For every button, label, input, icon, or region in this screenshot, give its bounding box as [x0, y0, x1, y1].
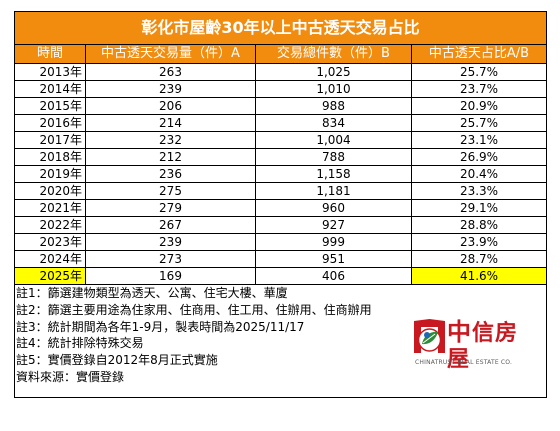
note-3: 註3：統計期間為各年1-9月，製表時間為2025/11/17: [16, 319, 305, 334]
logo-name: 中信房屋: [447, 317, 519, 373]
table-row: 2021年 279 960 29.1%: [14, 199, 548, 217]
ratio-cell: 25.7%: [410, 63, 548, 81]
year-cell: 2015年: [14, 97, 86, 115]
ratio-cell: 20.9%: [410, 97, 548, 115]
data-source: 資料來源：實價登錄: [16, 369, 125, 384]
total-b-cell: 788: [255, 148, 412, 166]
table-row: 2013年 263 1,025 25.7%: [14, 63, 548, 81]
year-cell: 2017年: [14, 131, 86, 149]
year-cell: 2019年: [14, 165, 86, 183]
ratio-cell: 28.8%: [410, 216, 548, 234]
table-row: 2023年 239 999 23.9%: [14, 233, 548, 251]
total-b-cell: 1,010: [255, 80, 412, 98]
year-cell: 2018年: [14, 148, 86, 166]
header-volume-a: 中古透天交易量（件）A: [85, 44, 256, 64]
volume-a-cell: 239: [85, 80, 256, 98]
ratio-cell: 26.9%: [410, 148, 548, 166]
volume-a-cell: 169: [85, 267, 256, 285]
data-sheet: 彰化市屋齡30年以上中古透天交易占比 時間 中古透天交易量（件）A 交易總件數（…: [13, 11, 548, 398]
table-row: 2015年 206 988 20.9%: [14, 97, 548, 115]
transaction-table: 彰化市屋齡30年以上中古透天交易占比 時間 中古透天交易量（件）A 交易總件數（…: [13, 11, 548, 285]
logo-subtitle: CHINATRUST REAL ESTATE CO.: [415, 359, 513, 366]
ratio-cell: 23.1%: [410, 131, 548, 149]
volume-a-cell: 273: [85, 250, 256, 268]
table-row: 2016年 214 834 25.7%: [14, 114, 548, 132]
year-cell: 2016年: [14, 114, 86, 132]
table-row: 2019年 236 1,158 20.4%: [14, 165, 548, 183]
total-b-cell: 1,181: [255, 182, 412, 200]
total-b-cell: 1,158: [255, 165, 412, 183]
year-cell: 2013年: [14, 63, 86, 81]
table-row: 2020年 275 1,181 23.3%: [14, 182, 548, 200]
volume-a-cell: 279: [85, 199, 256, 217]
total-b-cell: 927: [255, 216, 412, 234]
ratio-cell: 23.9%: [410, 233, 548, 251]
table-row: 2018年 212 788 26.9%: [14, 148, 548, 166]
ratio-cell: 23.3%: [410, 182, 548, 200]
chinatrust-logo: 中信房屋 CHINATRUST REAL ESTATE CO.: [414, 317, 534, 373]
table-row: 2014年 239 1,010 23.7%: [14, 80, 548, 98]
year-cell: 2022年: [14, 216, 86, 234]
year-cell: 2021年: [14, 199, 86, 217]
ratio-cell: 23.7%: [410, 80, 548, 98]
total-b-cell: 1,025: [255, 63, 412, 81]
table-row: 2024年 273 951 28.7%: [14, 250, 548, 268]
note-2: 註2：篩選主要用途為住家用、住商用、住工用、住辦用、住商辦用: [16, 302, 372, 317]
volume-a-cell: 212: [85, 148, 256, 166]
table-row: 2017年 232 1,004 23.1%: [14, 131, 548, 149]
year-cell: 2020年: [14, 182, 86, 200]
volume-a-cell: 206: [85, 97, 256, 115]
year-cell: 2025年: [14, 267, 86, 285]
volume-a-cell: 236: [85, 165, 256, 183]
total-b-cell: 1,004: [255, 131, 412, 149]
year-cell: 2023年: [14, 233, 86, 251]
volume-a-cell: 275: [85, 182, 256, 200]
ratio-cell: 20.4%: [410, 165, 548, 183]
total-b-cell: 960: [255, 199, 412, 217]
ratio-cell: 41.6%: [410, 267, 548, 285]
volume-a-cell: 232: [85, 131, 256, 149]
house-leaf-logo-icon: [414, 319, 445, 353]
volume-a-cell: 263: [85, 63, 256, 81]
note-5: 註5：實價登錄自2012年8月正式實施: [16, 353, 218, 368]
note-1: 註1：篩選建物類型為透天、公寓、住宅大樓、華廈: [16, 286, 288, 300]
table-row: 2022年 267 927 28.8%: [14, 216, 548, 234]
ratio-cell: 28.7%: [410, 250, 548, 268]
total-b-cell: 834: [255, 114, 412, 132]
notes-section: 註1：篩選建物類型為透天、公寓、住宅大樓、華廈 註2：篩選主要用途為住家用、住商…: [14, 285, 547, 398]
table-title: 彰化市屋齡30年以上中古透天交易占比: [13, 11, 548, 45]
note-4: 註4：統計排除特殊交易: [16, 336, 144, 351]
total-b-cell: 951: [255, 250, 412, 268]
volume-a-cell: 239: [85, 233, 256, 251]
total-b-cell: 988: [255, 97, 412, 115]
header-row: 時間 中古透天交易量（件）A 交易總件數（件）B 中古透天占比A/B: [14, 44, 548, 64]
total-b-cell: 406: [255, 267, 412, 285]
ratio-cell: 25.7%: [410, 114, 548, 132]
total-b-cell: 999: [255, 233, 412, 251]
year-cell: 2014年: [14, 80, 86, 98]
ratio-cell: 29.1%: [410, 199, 548, 217]
year-cell: 2024年: [14, 250, 86, 268]
table-row: 2025年 169 406 41.6%: [14, 267, 548, 285]
header-time: 時間: [14, 44, 86, 64]
volume-a-cell: 267: [85, 216, 256, 234]
volume-a-cell: 214: [85, 114, 256, 132]
header-ratio: 中古透天占比A/B: [410, 44, 548, 64]
header-total-b: 交易總件數（件）B: [255, 44, 412, 64]
